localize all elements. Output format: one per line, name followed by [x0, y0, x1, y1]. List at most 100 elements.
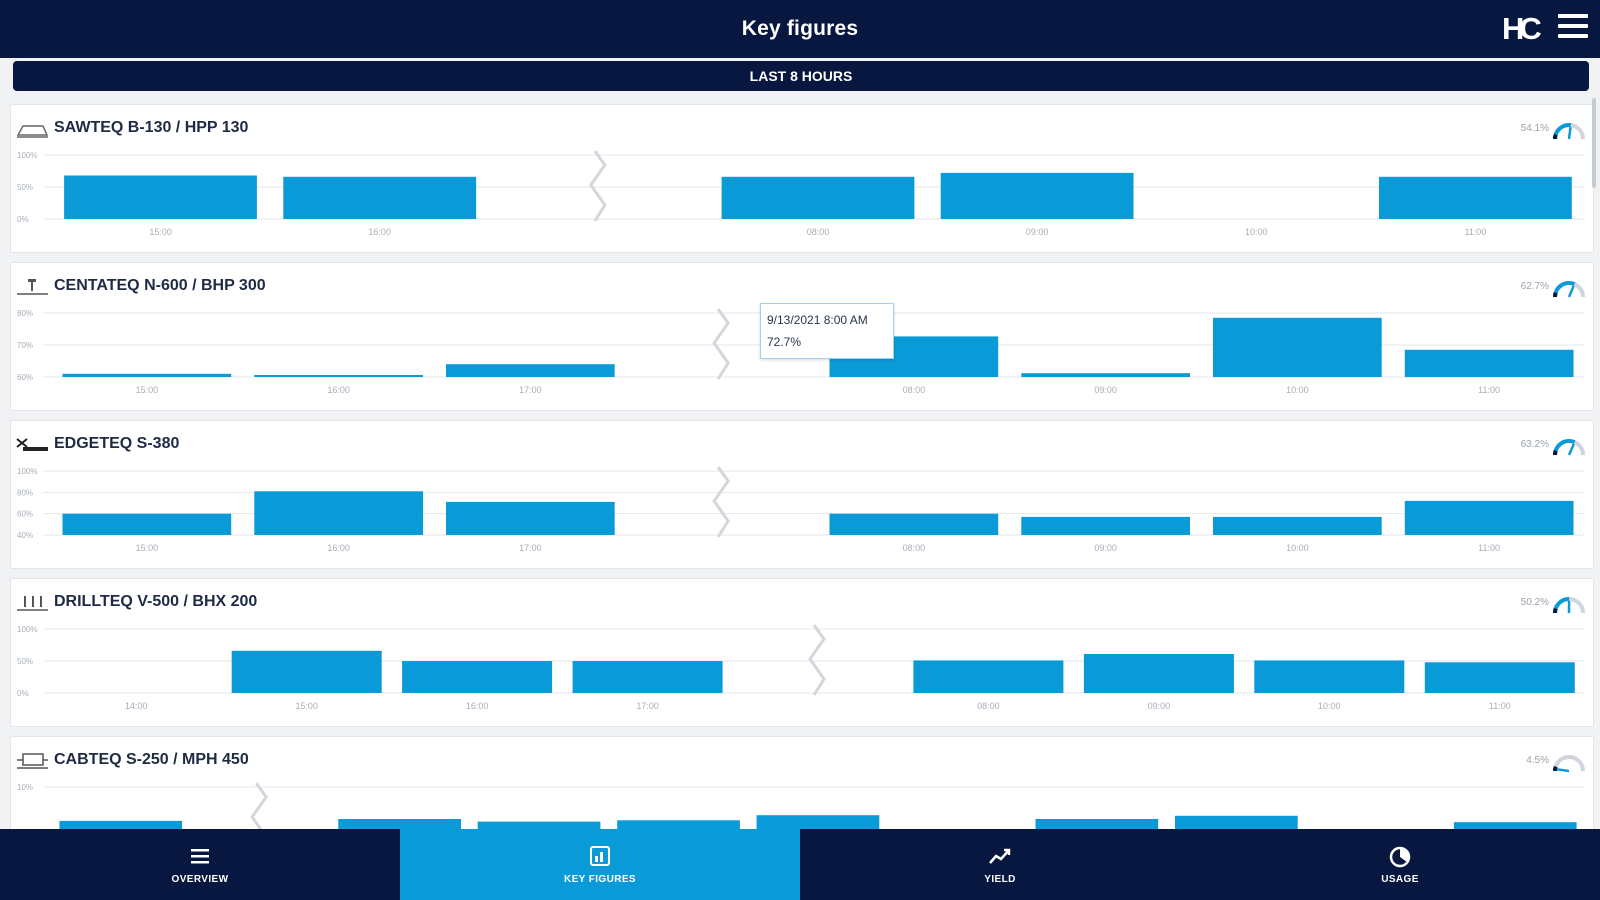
gauge-icon [1553, 755, 1585, 773]
x-tick-label: 10:00 [1245, 227, 1268, 237]
x-tick-label: 16:00 [368, 227, 391, 237]
utilization-bar[interactable] [1404, 349, 1574, 377]
nav-label: KEY FIGURES [563, 874, 636, 885]
x-tick-label: 17:00 [519, 385, 542, 395]
utilization-bar[interactable] [62, 513, 232, 535]
nav-item-usage[interactable]: USAGE [1200, 829, 1600, 900]
machine-name: CENTATEQ N-600 / BHP 300 [54, 277, 266, 294]
utilization-bar[interactable] [402, 661, 553, 693]
page-title: Key figures [741, 17, 859, 40]
x-tick-label: 15:00 [149, 227, 172, 237]
utilization-bar-chart: 10%5% [17, 782, 1585, 829]
utilization-bar[interactable] [64, 175, 257, 220]
utilization-bar[interactable] [1083, 654, 1234, 693]
axis-break-marker [712, 466, 730, 538]
hamburger-menu-icon[interactable] [1558, 14, 1588, 44]
utilization-bar[interactable] [283, 176, 477, 219]
utilization-bar[interactable] [254, 491, 423, 535]
x-tick-label: 10:00 [1286, 543, 1309, 553]
tooltip-value: 72.7% [767, 335, 802, 349]
utilization-bar[interactable] [477, 821, 601, 829]
utilization-bar[interactable] [1175, 815, 1298, 829]
x-tick-label: 08:00 [903, 385, 926, 395]
utilization-bar[interactable] [721, 176, 915, 219]
y-tick-label: 100% [17, 151, 37, 160]
axis-break-marker [589, 150, 607, 222]
y-tick-label: 80% [17, 488, 33, 497]
machine-kpi-value: 50.2% [1520, 597, 1549, 608]
x-tick-label: 09:00 [1148, 701, 1171, 711]
machine-name: DRILLTEQ V-500 / BHX 200 [54, 593, 258, 610]
utilization-bar-chart: 100% 50% 0% 15:00 16:00 08:00 09:00 10:00 11:00 [17, 150, 1585, 237]
y-tick-label: 40% [17, 531, 33, 540]
machine-card[interactable]: DRILLTEQ V-500 / BHX 200 50.2% 100% 50% 0% 14… [10, 578, 1594, 727]
tooltip-date: 9/13/2021 8:00 AM [767, 313, 868, 327]
utilization-bar[interactable] [62, 373, 232, 377]
gauge-icon [1553, 123, 1585, 140]
nav-item-key-figures[interactable]: KEY FIGURES [400, 829, 800, 900]
y-tick-label: 70% [17, 341, 33, 350]
y-tick-label: 0% [17, 215, 29, 224]
utilization-bar[interactable] [59, 820, 183, 829]
x-tick-label: 10:00 [1318, 701, 1341, 711]
utilization-bar[interactable] [254, 375, 423, 377]
utilization-bar[interactable] [1035, 819, 1159, 829]
drill-machine-icon [17, 596, 48, 611]
bottom-navigation: OVERVIEW KEY FIGURES YIELD USAGE [0, 829, 1600, 900]
utilization-bar[interactable] [913, 660, 1064, 693]
edgebander-icon [16, 438, 48, 451]
x-tick-label: 15:00 [295, 701, 318, 711]
utilization-bar[interactable] [446, 501, 615, 535]
machine-name: SAWTEQ B-130 / HPP 130 [54, 119, 249, 136]
trend-icon [989, 848, 1011, 864]
utilization-bar[interactable] [446, 364, 615, 377]
x-tick-label: 16:00 [466, 701, 489, 711]
utilization-bar[interactable] [756, 815, 880, 829]
utilization-bar[interactable] [1213, 317, 1382, 377]
machine-kpi-value: 63.2% [1520, 439, 1549, 450]
y-tick-label: 60% [17, 510, 33, 519]
y-tick-label: 100% [17, 625, 37, 634]
usage-icon [1389, 846, 1411, 868]
x-tick-label: 16:00 [327, 385, 350, 395]
machine-card-header: CENTATEQ N-600 / BHP 300 62.7% [11, 263, 1593, 303]
utilization-bar[interactable] [1453, 822, 1577, 829]
machine-kpi-value: 62.7% [1520, 281, 1549, 292]
machine-list: SAWTEQ B-130 / HPP 130 54.1% 100% 50% 0% 15:0… [0, 96, 1600, 829]
nav-item-yield[interactable]: YIELD [800, 829, 1200, 900]
utilization-bar[interactable] [231, 650, 382, 693]
utilization-bar[interactable] [1213, 516, 1382, 535]
machine-card[interactable]: EDGETEQ S-380 63.2% 100% 80% 60% 40% 15:00 16:0… [10, 420, 1594, 569]
utilization-bar[interactable] [572, 661, 723, 693]
x-tick-label: 09:00 [1026, 227, 1049, 237]
y-tick-label: 80% [17, 309, 33, 318]
list-icon [191, 849, 209, 864]
utilization-bar[interactable] [1254, 660, 1405, 693]
utilization-bar[interactable] [338, 819, 461, 829]
x-tick-label: 17:00 [519, 543, 542, 553]
utilization-bar[interactable] [1404, 500, 1574, 535]
machine-kpi-value: 54.1% [1520, 123, 1549, 134]
utilization-bar[interactable] [1021, 373, 1190, 377]
utilization-bar[interactable] [1424, 662, 1575, 693]
scrollbar[interactable] [1592, 98, 1596, 188]
nav-item-overview[interactable]: OVERVIEW [0, 829, 400, 900]
x-tick-label: 10:00 [1286, 385, 1309, 395]
axis-break-marker [250, 782, 269, 829]
x-tick-label: 11:00 [1478, 543, 1500, 553]
utilization-bar[interactable] [940, 172, 1134, 219]
machine-card[interactable]: CABTEQ S-250 / MPH 450 4.5% 10%5% [10, 736, 1594, 829]
x-tick-label: 08:00 [903, 543, 926, 553]
x-tick-label: 11:00 [1478, 385, 1500, 395]
time-range-button[interactable]: LAST 8 HOURS [13, 61, 1589, 91]
machine-card[interactable]: SAWTEQ B-130 / HPP 130 54.1% 100% 50% 0% 15:0… [10, 104, 1594, 253]
gauge-icon [1553, 281, 1585, 298]
utilization-bar[interactable] [1021, 516, 1190, 535]
y-tick-label: 50% [17, 657, 33, 666]
utilization-bar[interactable] [617, 820, 740, 829]
x-tick-label: 16:00 [327, 543, 350, 553]
utilization-bar[interactable] [1379, 176, 1572, 219]
x-tick-label: 08:00 [977, 701, 1000, 711]
utilization-bar[interactable] [829, 513, 999, 535]
axis-break-marker [712, 308, 730, 380]
